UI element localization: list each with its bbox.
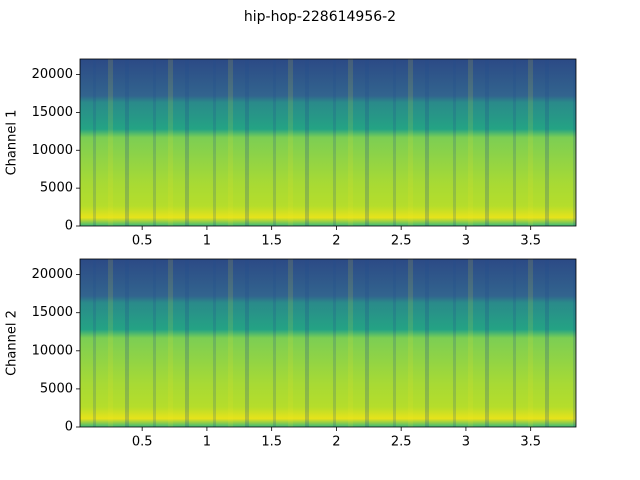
x-tick-label: 3.5	[520, 234, 541, 249]
y-tick-label: 20000	[32, 67, 73, 82]
x-tick-label: 1	[203, 435, 211, 450]
x-tick-label: 2.5	[391, 234, 412, 249]
y-tick-label: 10000	[32, 343, 73, 358]
spectrogram-texture	[80, 259, 576, 427]
x-tick-label: 2	[332, 435, 340, 450]
y-tick-label: 5000	[40, 181, 73, 196]
y-tick-label: 10000	[32, 143, 73, 158]
y-tick-label: 20000	[32, 267, 73, 282]
axes-frame	[79, 58, 577, 227]
y-tick-label: 5000	[40, 381, 73, 396]
y-tick-label: 0	[65, 420, 73, 435]
x-tick-label: 1.5	[261, 234, 282, 249]
figure-title: hip-hop-228614956-2	[244, 9, 396, 25]
x-tick-label: 3	[462, 234, 470, 249]
x-tick-label: 0.5	[132, 234, 153, 249]
spectrogram-texture	[80, 59, 576, 226]
axes-frame	[79, 258, 577, 428]
y-tick-label: 15000	[32, 105, 73, 120]
x-tick-label: 2.5	[391, 435, 412, 450]
x-tick-label: 2	[332, 234, 340, 249]
x-tick-label: 3.5	[520, 435, 541, 450]
x-tick-label: 1.5	[261, 435, 282, 450]
y-axis-label: Channel 1	[5, 110, 20, 176]
x-tick-label: 3	[462, 435, 470, 450]
y-tick-label: 0	[65, 219, 73, 234]
x-tick-label: 1	[203, 234, 211, 249]
y-tick-label: 15000	[32, 305, 73, 320]
y-axis-label: Channel 2	[5, 310, 20, 376]
x-tick-label: 0.5	[132, 435, 153, 450]
